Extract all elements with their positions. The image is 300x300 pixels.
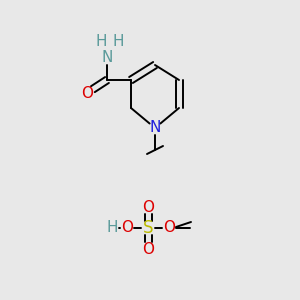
Text: S: S — [143, 219, 153, 237]
Text: O: O — [163, 220, 175, 236]
Text: N: N — [149, 121, 161, 136]
Text: N: N — [101, 50, 113, 65]
Text: O: O — [121, 220, 133, 236]
Text: H: H — [112, 34, 124, 50]
Text: O: O — [81, 85, 93, 100]
Text: H: H — [95, 34, 107, 50]
Text: O: O — [142, 200, 154, 214]
Text: O: O — [142, 242, 154, 256]
Text: H: H — [106, 220, 118, 236]
